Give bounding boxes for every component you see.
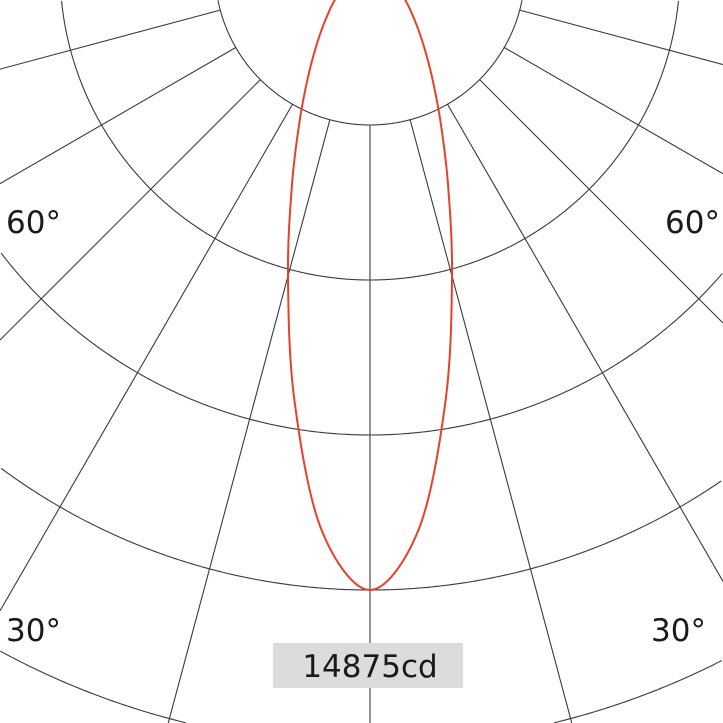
max-value-label: 14875cd: [302, 649, 437, 685]
grid-ring-1: [217, 0, 523, 126]
angle-label-right-60: 60°: [665, 205, 720, 241]
intensity-curve-0: [286, 0, 454, 592]
grid-spoke--30: [0, 103, 293, 612]
grid-spoke-15: [409, 119, 573, 723]
max-value-label-box: [273, 643, 463, 688]
grid-ring-2: [61, 1, 679, 281]
grid-spoke--75: [0, 9, 221, 70]
grid-ring-5: [0, 650, 723, 723]
grid-spoke-60: [503, 47, 723, 175]
angle-label-left-60: 60°: [6, 205, 61, 241]
grid-spoke--15: [167, 119, 331, 723]
grid-spoke-45: [479, 79, 723, 324]
grid-spoke--60: [0, 47, 237, 185]
grid-spoke-75: [519, 9, 723, 66]
angle-label-left-30: 30°: [6, 613, 61, 649]
grid-spoke-30: [447, 103, 723, 582]
angle-label-right-30: 30°: [651, 613, 706, 649]
grid-ring-4: [0, 467, 722, 591]
grid-spoke--45: [0, 79, 261, 341]
